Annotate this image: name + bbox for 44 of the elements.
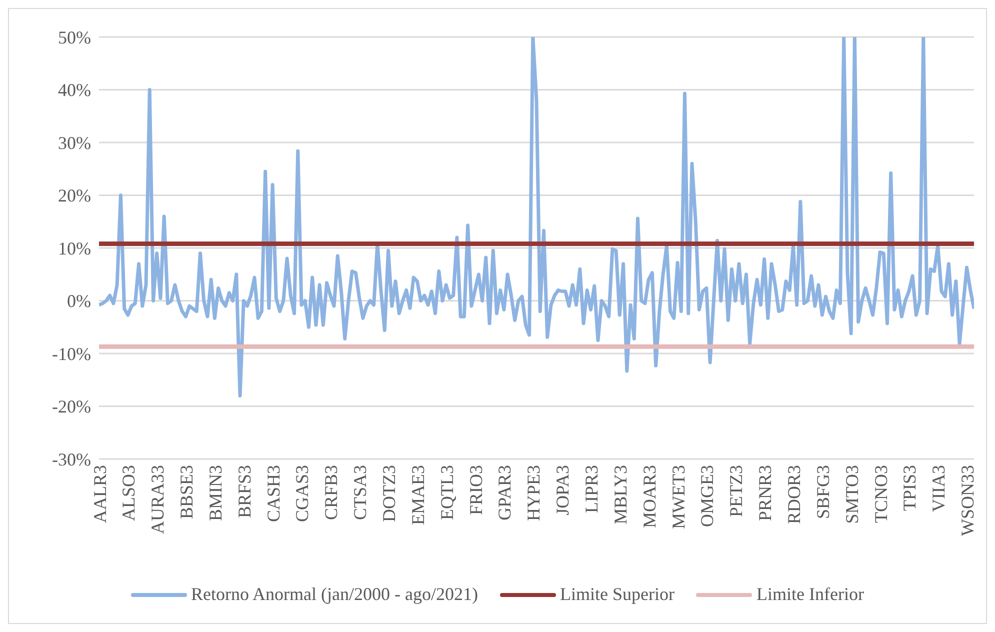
y-tick-label: 30% <box>58 132 91 153</box>
x-tick-label: LIPR3 <box>582 465 602 514</box>
y-tick-label: 40% <box>58 80 91 100</box>
x-tick-label: OMGE3 <box>697 465 718 527</box>
x-tick-label: WSON33 <box>958 465 978 536</box>
x-tick-label: BMIN3 <box>205 465 226 522</box>
x-tick-label: MBLY3 <box>610 465 630 524</box>
x-tick-label: CGAS3 <box>292 465 312 522</box>
y-tick-label: -10% <box>52 344 91 364</box>
x-tick-label: MOAR3 <box>639 465 660 528</box>
x-tick-label: HYPE3 <box>524 465 544 522</box>
x-tick-label: CRFB3 <box>321 465 342 520</box>
x-tick-label: EMAE3 <box>408 465 428 525</box>
x-tick-label: ALSO3 <box>118 465 139 522</box>
x-tick-label: RDOR3 <box>784 465 804 524</box>
x-tick-label: FRIO3 <box>466 465 486 516</box>
x-tick-label: MWET3 <box>668 465 688 529</box>
y-tick-label: 0% <box>67 291 91 312</box>
y-tick-label: 20% <box>58 186 91 206</box>
x-tick-label: PETZ3 <box>726 465 746 517</box>
x-tick-label: SMTO3 <box>842 465 862 524</box>
x-tick-label: JOPA3 <box>552 465 573 516</box>
legend-label: Retorno Anormal (jan/2000 - ago/2021) <box>191 584 478 605</box>
legend-label: Limite Inferior <box>756 584 864 605</box>
x-tick-label: DOTZ3 <box>379 465 400 522</box>
x-tick-label: TCNO3 <box>870 465 891 523</box>
legend-label: Limite Superior <box>560 584 674 605</box>
y-tick-label: -20% <box>52 396 91 417</box>
x-tick-label: PRNR3 <box>755 465 776 522</box>
x-tick-label: AALR3 <box>90 465 110 523</box>
x-tick-label: BRFS3 <box>234 465 254 518</box>
y-tick-label: 10% <box>58 238 91 258</box>
x-tick-label: BBSE3 <box>176 465 197 520</box>
y-tick-label: 50% <box>58 27 91 48</box>
x-tick-label: CASH3 <box>263 465 284 522</box>
x-tick-label: EQTL3 <box>436 465 457 520</box>
x-tick-label: SBFG3 <box>812 465 833 520</box>
line-series <box>99 37 974 398</box>
x-tick-label: CTSA3 <box>350 465 370 520</box>
x-tick-label: GPAR3 <box>494 465 515 520</box>
x-tick-label: TPIS3 <box>900 465 920 512</box>
x-tick-label: AURA33 <box>148 465 168 534</box>
x-tick-label: VIIA3 <box>928 465 949 512</box>
y-tick-label: -30% <box>52 449 91 470</box>
